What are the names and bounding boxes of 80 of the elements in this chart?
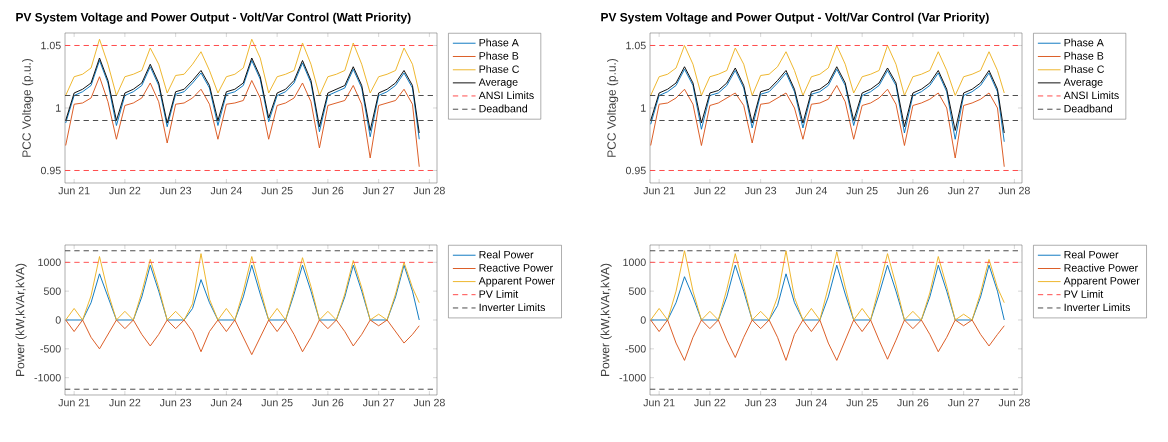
x-tick-label: Jun 21: [58, 186, 90, 195]
y-tick-label: 1.05: [626, 41, 646, 50]
x-tick-label: Jun 24: [795, 398, 828, 407]
x-tick-label: Jun 23: [744, 398, 777, 407]
x-tick-label: Jun 23: [744, 186, 777, 195]
x-tick-label: Jun 23: [159, 398, 192, 407]
legend-label: Phase B: [479, 51, 519, 60]
x-tick-label: Jun 28: [413, 398, 445, 407]
y-tick-label: 500: [628, 287, 646, 295]
y-tick-label: 1000: [38, 258, 61, 267]
line-series: [650, 45, 1005, 96]
x-tick-label: Jun 26: [897, 398, 929, 407]
legend-label: Real Power: [1064, 250, 1119, 259]
legend-label: Reactive Power: [479, 263, 553, 272]
x-tick-label: Jun 22: [694, 186, 726, 195]
y-tick-label: 0.95: [625, 166, 646, 175]
x-tick-label: Jun 21: [643, 186, 675, 195]
x-tick-label: Jun 27: [362, 398, 395, 407]
y-tick-label: -500: [40, 345, 61, 353]
x-tick-label: Jun 27: [362, 186, 395, 195]
x-tick-label: Jun 27: [947, 186, 980, 195]
x-tick-label: Jun 22: [694, 398, 726, 407]
y-tick-label: -1000: [619, 373, 646, 382]
y-tick-label: 1: [641, 104, 646, 112]
legend-label: Deadband: [479, 104, 528, 113]
y-tick-label: 1000: [623, 258, 646, 267]
x-tick-label: Jun 26: [312, 398, 344, 407]
x-tick-label: Jun 25: [261, 398, 293, 407]
y-tick-label: -500: [625, 345, 646, 353]
y-tick-label: -1000: [34, 373, 61, 382]
x-tick-label: Jun 25: [846, 186, 878, 195]
legend-label: ANSI Limits: [478, 91, 534, 100]
legend-label: PV Limit: [479, 290, 519, 298]
x-tick-label: Jun 28: [413, 186, 445, 195]
legend-label: Apparent Power: [1063, 277, 1140, 287]
legend-label: Deadband: [1064, 104, 1113, 113]
x-tick-label: Jun 25: [261, 186, 293, 195]
x-tick-label: Jun 22: [109, 398, 141, 407]
x-tick-label: Jun 21: [643, 398, 675, 407]
y-axis-title: PCC Voltage (p.u.): [22, 58, 34, 157]
x-tick-label: Jun 24: [210, 398, 243, 407]
chart-title: PV System Voltage and Power Output - Volt/Var Control (Var Priority): [601, 12, 989, 24]
legend-label: Inverter Limits: [479, 303, 546, 312]
legend-label: Apparent Power: [478, 277, 555, 287]
legend-label: Average: [1063, 78, 1103, 88]
x-tick-label: Jun 21: [58, 398, 90, 407]
legend-label: ANSI Limits: [1063, 91, 1119, 100]
legend-label: PV Limit: [1064, 290, 1104, 298]
line-series: [65, 38, 420, 96]
y-axis-title: Power (kW,kVAr,kVA): [600, 263, 612, 376]
x-tick-label: Jun 24: [210, 186, 243, 195]
x-tick-label: Jun 27: [947, 398, 980, 407]
line-series: [650, 250, 1005, 321]
legend-label: Average: [478, 78, 518, 88]
line-series: [65, 253, 420, 321]
y-tick-label: 1: [56, 104, 61, 112]
x-tick-label: Jun 24: [795, 186, 828, 195]
y-tick-label: 0.95: [40, 166, 61, 175]
legend-label: Inverter Limits: [1064, 303, 1131, 312]
legend-label: Phase C: [1064, 65, 1105, 73]
x-tick-label: Jun 26: [897, 186, 929, 195]
x-tick-label: Jun 23: [159, 186, 192, 195]
y-tick-label: 0: [55, 316, 61, 324]
x-tick-label: Jun 25: [846, 398, 878, 407]
y-tick-label: 1.05: [41, 41, 61, 50]
y-axis-title: PCC Voltage (p.u.): [607, 58, 619, 157]
x-tick-label: Jun 28: [998, 398, 1030, 407]
legend-label: Phase B: [1064, 51, 1104, 60]
x-tick-label: Jun 26: [312, 186, 344, 195]
y-tick-label: 0: [640, 316, 646, 324]
x-tick-label: Jun 28: [998, 186, 1030, 195]
legend-label: Phase A: [479, 38, 519, 47]
chart-title: PV System Voltage and Power Output - Volt/Var Control (Watt Priority): [16, 12, 411, 24]
x-tick-label: Jun 22: [109, 186, 141, 195]
legend-label: Reactive Power: [1064, 263, 1138, 272]
y-axis-title: Power (kW,kVAr,kVA): [15, 263, 27, 376]
legend-label: Phase A: [1064, 38, 1104, 47]
legend-label: Real Power: [479, 250, 534, 259]
y-tick-label: 500: [43, 287, 61, 295]
legend-label: Phase C: [479, 65, 520, 73]
